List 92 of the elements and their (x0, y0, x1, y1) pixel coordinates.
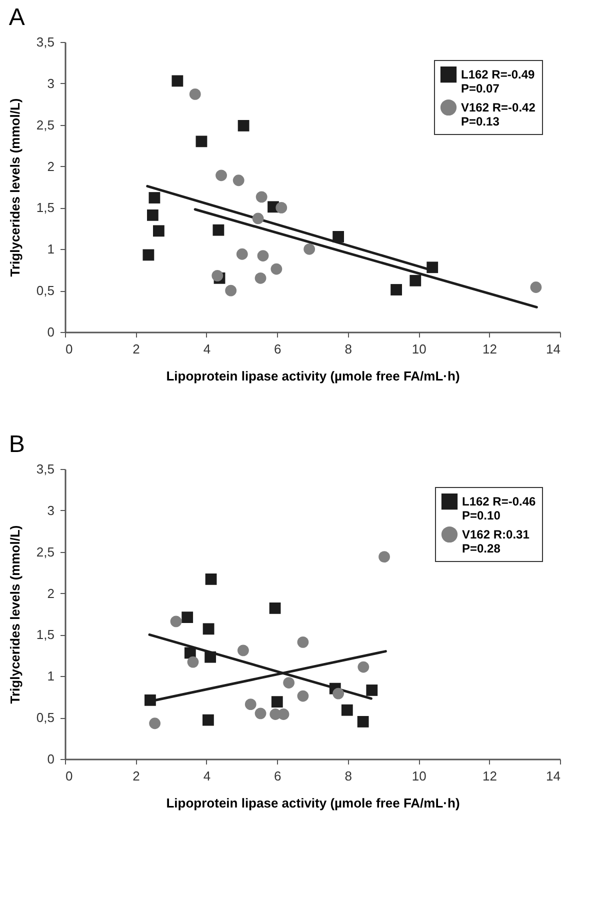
point (254, 708, 266, 720)
x-tick-label: 8 (344, 342, 352, 356)
y-tick-label: 1 (47, 242, 54, 257)
x-tick-label: 8 (344, 768, 352, 784)
y-tick-label: 0,5 (36, 710, 54, 726)
x-axis-title: Lipoprotein lipase activity (µmole free FA/mL·h) (166, 796, 460, 810)
point (270, 263, 282, 275)
point (357, 716, 369, 728)
x-tick-label: 6 (274, 768, 282, 784)
legend-label: L162 R=-0.49 P=0.07 (461, 68, 536, 96)
point (341, 704, 353, 716)
y-tick-label: 3 (47, 76, 54, 91)
point (252, 212, 264, 224)
y-axis-title: Triglycerides levels (mmol/L) (7, 98, 22, 277)
x-tick-label: 6 (274, 342, 282, 356)
point (297, 690, 309, 702)
y-tick-label: 1,5 (36, 200, 54, 216)
y-tick-label: 2 (47, 586, 54, 601)
y-tick-label: 3,5 (36, 462, 54, 476)
point (530, 282, 542, 293)
point (283, 677, 295, 688)
point (332, 231, 344, 242)
point (256, 191, 268, 203)
point (271, 696, 283, 708)
x-tick-label: 12 (482, 768, 498, 784)
point (254, 272, 266, 284)
point (276, 202, 288, 214)
point (236, 248, 248, 260)
point (202, 714, 214, 726)
point (182, 612, 194, 624)
point (187, 656, 199, 668)
point (244, 698, 256, 710)
chart-title: A (8, 4, 25, 31)
x-tick-label: 4 (203, 342, 211, 356)
x-tick-label: 0 (66, 768, 73, 784)
x-tick-label: 4 (203, 768, 211, 784)
x-tick-label: 2 (132, 768, 140, 784)
point (204, 651, 216, 663)
point (304, 243, 316, 255)
point (144, 694, 156, 706)
point (146, 209, 158, 221)
point (196, 136, 208, 148)
point (269, 602, 281, 614)
x-tick-label: 14 (546, 342, 560, 356)
y-tick-label: 2,5 (36, 544, 54, 560)
y-tick-label: 2,5 (36, 117, 54, 132)
y-tick-label: 2 (47, 158, 54, 174)
point (149, 718, 161, 730)
point (212, 224, 224, 236)
legend-label: V162 R=-0.42 P=0.13 (461, 100, 536, 128)
point (332, 688, 344, 700)
x-axis-title: Lipoprotein lipase activity (µmole free FA/mL·h) (166, 368, 460, 384)
point (238, 644, 249, 656)
y-axis-title: Triglycerides levels (mmol/L) (7, 525, 22, 704)
point (366, 684, 378, 696)
y-tick-label: 0 (47, 324, 54, 340)
point (378, 551, 390, 563)
point (410, 274, 422, 286)
point (148, 192, 160, 204)
point (202, 623, 214, 635)
point (257, 250, 269, 262)
chart-title: B (8, 431, 25, 458)
point (225, 284, 237, 296)
point (238, 120, 250, 132)
legend-label: V162 R:0.31 P=0.28 (462, 528, 530, 556)
x-tick-label: 10 (412, 342, 426, 356)
point (170, 616, 182, 628)
x-tick-label: 10 (412, 768, 426, 784)
point (426, 262, 438, 274)
y-tick-label: 0,5 (36, 283, 54, 298)
x-tick-label: 2 (132, 342, 140, 356)
x-tick-label: 0 (66, 342, 73, 356)
x-tick-label: 12 (482, 342, 498, 356)
point (172, 75, 184, 87)
point (358, 661, 370, 673)
x-tick-label: 14 (546, 768, 560, 784)
point (390, 284, 402, 296)
legend-label: L162 R=-0.46 P=0.10 (462, 494, 536, 522)
point (232, 174, 244, 186)
y-tick-label: 3 (47, 502, 54, 518)
point (152, 225, 164, 237)
y-tick-label: 1 (47, 668, 54, 684)
point (142, 249, 154, 261)
point (184, 647, 196, 659)
y-tick-label: 1,5 (36, 627, 54, 642)
point (189, 88, 201, 100)
point (297, 636, 309, 648)
y-tick-label: 0 (47, 752, 54, 766)
y-tick-label: 3,5 (36, 34, 54, 50)
point (205, 574, 217, 585)
point (216, 170, 227, 182)
point (212, 270, 224, 282)
